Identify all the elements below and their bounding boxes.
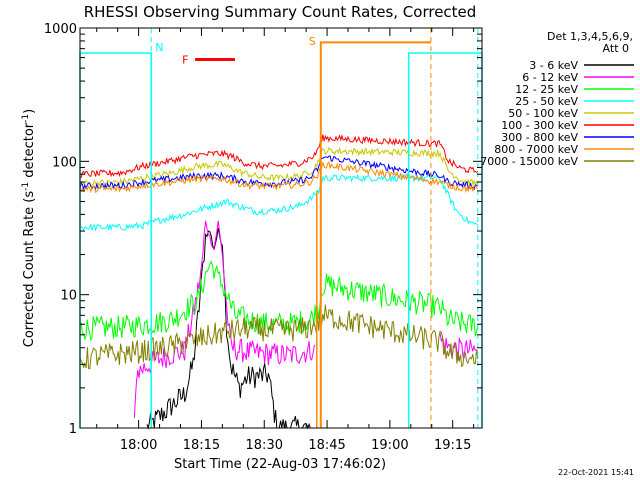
y-axis-label: Corrected Count Rate (s-1 detector-1) <box>21 109 37 347</box>
y-tick-label-0: 1 <box>69 422 77 437</box>
series-line-2-seg-0 <box>79 260 479 342</box>
y-tick-label-3: 1000 <box>44 22 77 37</box>
series-line-1-seg-0 <box>133 220 315 419</box>
series-line-8-seg-0 <box>79 304 479 370</box>
legend-label-5: 100 - 300 keV <box>501 119 578 132</box>
night-label: N <box>155 41 163 54</box>
axis-ticks: 18:00 18:15 18:30 18:45 19:00 19:15 1 10 100 1000 <box>44 22 482 453</box>
legend-header-1: Det 1,3,4,5,6,9, <box>547 30 633 43</box>
x-tick-label-2: 18:30 <box>246 438 283 453</box>
legend-label-2: 12 - 25 keV <box>515 83 578 96</box>
x-tick-label-1: 18:15 <box>183 438 220 453</box>
x-tick-label-5: 19:15 <box>434 438 471 453</box>
footer-timestamp: 22-Oct-2021 15:41 <box>558 468 634 477</box>
legend-label-1: 6 - 12 keV <box>522 71 578 84</box>
annotations: N S F <box>79 28 483 428</box>
series-line-4-seg-0 <box>79 146 479 188</box>
x-tick-label-3: 18:45 <box>308 438 345 453</box>
series-line-7-seg-0 <box>79 160 479 194</box>
legend-label-7: 800 - 7000 keV <box>494 143 578 156</box>
chart-title: RHESSI Observing Summary Count Rates, Co… <box>84 3 477 21</box>
series-line-1-seg-1 <box>439 332 478 361</box>
saa-label: S <box>309 35 316 48</box>
night-interval-0 <box>79 52 152 428</box>
plot-frame <box>79 27 483 429</box>
x-tick-label-0: 18:00 <box>120 438 157 453</box>
series-lines <box>79 134 479 430</box>
legend-label-4: 50 - 100 keV <box>508 107 578 120</box>
legend-label-3: 25 - 50 keV <box>515 95 578 108</box>
x-axis-label: Start Time (22-Aug-03 17:46:02) <box>174 457 386 472</box>
legend-header-2: Att 0 <box>603 42 629 55</box>
series-line-3-seg-0 <box>79 173 479 232</box>
legend-label-0: 3 - 6 keV <box>529 59 578 72</box>
flare-label: F <box>182 54 188 67</box>
night-interval-1 <box>407 52 483 428</box>
saa-interval <box>319 41 431 428</box>
series-line-0-seg-0 <box>146 228 311 430</box>
legend-label-6: 300 - 800 keV <box>501 131 578 144</box>
x-tick-label-4: 19:00 <box>371 438 408 453</box>
series-line-5-seg-0 <box>79 134 479 179</box>
y-tick-label-1: 10 <box>60 289 77 304</box>
legend-label-8: 7000 - 15000 keV <box>480 155 578 168</box>
y-tick-label-2: 100 <box>52 155 77 170</box>
